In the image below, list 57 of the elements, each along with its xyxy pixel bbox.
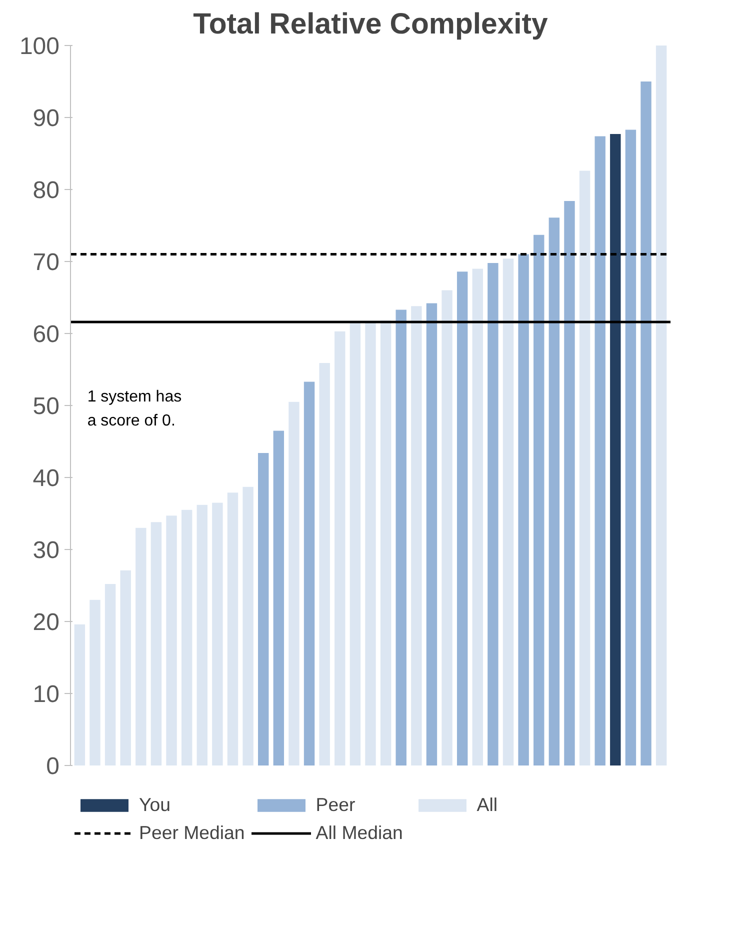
bar bbox=[136, 528, 146, 766]
bar bbox=[104, 584, 116, 766]
legend-label: Peer Median bbox=[139, 822, 245, 844]
bar bbox=[258, 453, 269, 766]
bar bbox=[411, 306, 422, 766]
legend-label: All bbox=[476, 794, 499, 816]
bar bbox=[166, 516, 177, 766]
y-tick-label: 60 bbox=[32, 321, 60, 348]
bar bbox=[365, 322, 376, 766]
y-tick-label: 100 bbox=[19, 33, 60, 60]
legend-label: You bbox=[139, 794, 172, 816]
bar bbox=[396, 310, 406, 766]
bar bbox=[304, 382, 315, 766]
bar bbox=[426, 303, 438, 766]
y-tick-label: 50 bbox=[32, 393, 60, 420]
bar bbox=[656, 46, 667, 766]
legend-label: All Median bbox=[316, 822, 404, 844]
bar bbox=[548, 218, 560, 766]
bar bbox=[579, 170, 590, 766]
bar bbox=[564, 201, 575, 766]
bar bbox=[120, 570, 131, 766]
bar bbox=[334, 331, 346, 766]
bar bbox=[442, 290, 452, 766]
bar bbox=[640, 82, 652, 766]
bar bbox=[380, 320, 392, 766]
bar bbox=[594, 136, 606, 766]
bar bbox=[488, 262, 498, 766]
bar bbox=[74, 624, 86, 766]
bar bbox=[196, 504, 208, 766]
y-tick-label: 20 bbox=[32, 609, 60, 636]
bar bbox=[319, 363, 330, 766]
y-tick-label: 40 bbox=[32, 465, 60, 492]
bar bbox=[273, 430, 284, 766]
y-tick-label: 70 bbox=[32, 249, 60, 276]
y-tick-label: 10 bbox=[32, 681, 60, 708]
chart-title: Total Relative Complexity bbox=[193, 8, 549, 40]
bar bbox=[350, 322, 361, 766]
bar bbox=[212, 502, 223, 766]
bar bbox=[456, 272, 468, 766]
bar bbox=[502, 258, 514, 766]
y-tick-label: 90 bbox=[32, 105, 60, 132]
legend-label: Peer bbox=[316, 794, 356, 816]
bar bbox=[534, 234, 544, 766]
bar bbox=[242, 486, 254, 766]
bar bbox=[90, 600, 100, 766]
bar bbox=[625, 130, 636, 766]
y-tick-label: 30 bbox=[32, 537, 60, 564]
bar bbox=[181, 510, 192, 766]
y-tick-label: 80 bbox=[32, 177, 60, 204]
bar bbox=[610, 134, 621, 766]
bar bbox=[288, 402, 300, 766]
bar bbox=[227, 492, 238, 766]
bar bbox=[518, 254, 529, 766]
bar bbox=[150, 522, 162, 766]
bar bbox=[472, 268, 483, 766]
annotation: 1 system has a score of 0. bbox=[87, 388, 182, 430]
y-tick-label: 0 bbox=[46, 753, 60, 780]
